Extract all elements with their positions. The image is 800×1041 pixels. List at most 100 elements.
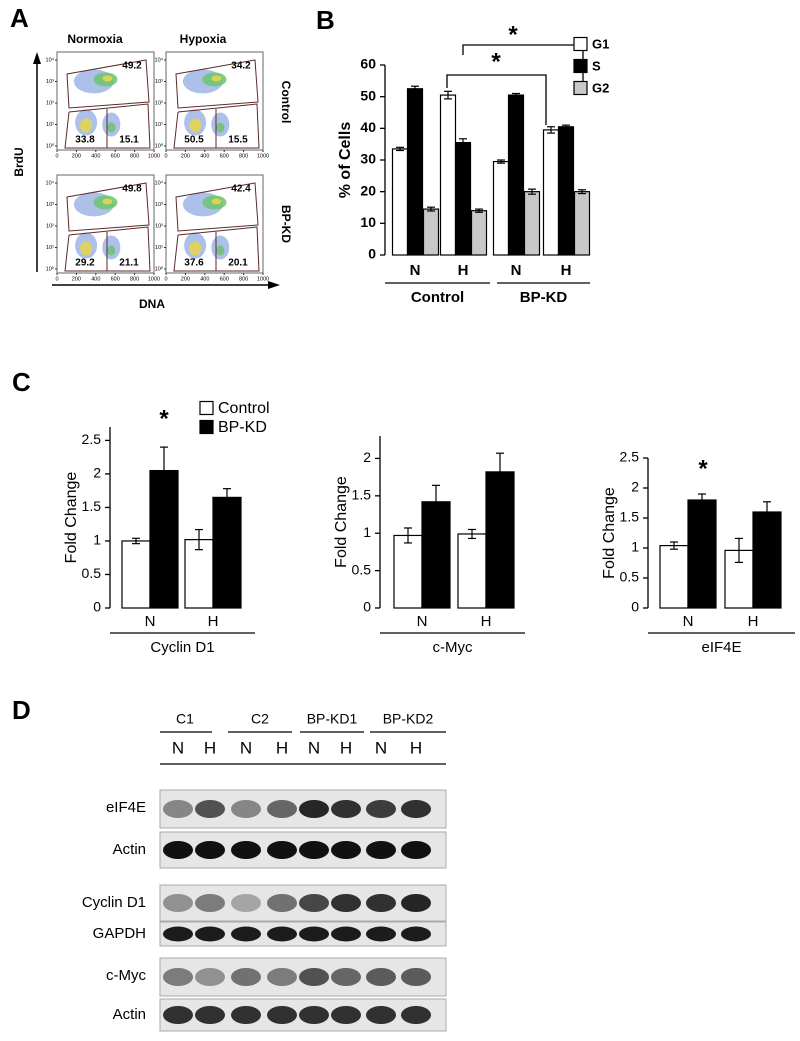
y-tick-label: 1 [93,532,101,548]
blot-band [366,894,396,912]
error-bar [195,528,203,551]
gate-percent: 29.2 [75,258,95,269]
legend-label: G1 [592,36,609,51]
y-axis-label: Fold Change [63,472,80,564]
y-tick-label: 2 [363,449,371,465]
x-tick-label: H [561,262,572,279]
lane-label: H [410,738,422,757]
blot-band [401,800,431,818]
cell-cloud [211,75,222,82]
gate [64,103,151,149]
bar [557,126,575,256]
error-bar [496,452,504,492]
axis-arrows [33,52,280,289]
blot-band [231,800,261,818]
error-bar [528,188,536,195]
bar [507,94,525,256]
blot-band [231,841,261,859]
blot-band [299,800,329,818]
x-tick-label: 1000 [257,153,269,159]
y-tick-label: 10⁰ [155,265,164,272]
group-label: eIF4E [701,639,741,656]
legend-label: BP-KD [218,419,267,436]
blot-band [401,1006,431,1024]
y-axis-label: BrdU [12,147,26,176]
blot-band [299,1006,329,1024]
y-tick-label: 30 [360,151,376,167]
blot-band [267,968,297,986]
blot-band [366,968,396,986]
blot-band [163,968,193,986]
y-tick-label: 10⁰ [155,142,164,149]
blot-band [195,968,225,986]
y-tick-label: 1.5 [352,487,372,503]
gate-percent: 33.8 [75,135,95,146]
y-tick-label: 1 [363,524,371,540]
bar [523,191,541,256]
significance-star: * [698,455,708,482]
y-tick-label: 10² [155,223,163,229]
y-tick-label: 0 [368,246,376,262]
x-tick-label: N [410,262,421,279]
lane-group-label: BP-KD2 [383,711,434,727]
gate-percent: 15.1 [119,135,139,146]
cell-cloud [216,122,225,133]
y-tick-label: 1 [631,539,639,555]
gate-percent: 49.8 [122,184,142,195]
error-bar [735,537,743,564]
bar [687,499,717,609]
blot-row-label: Cyclin D1 [82,894,146,911]
y-tick-label: 10² [155,100,163,106]
error-bar [497,159,505,164]
blot-band [231,926,261,942]
y-tick-label: 10 [360,214,376,230]
blot-band [231,1006,261,1024]
blot-band [163,1006,193,1024]
lane-group-label: C1 [176,711,194,727]
y-tick-label: 10¹ [46,245,54,251]
column-label: Hypoxia [180,32,227,46]
x-tick-label: N [511,262,522,279]
x-tick-label: 800 [239,153,248,159]
blot-band [195,1006,225,1024]
legend-swatch [199,419,214,435]
y-tick-label: 10⁴ [155,179,164,186]
gate [66,182,150,232]
gate-percent: 21.1 [119,258,139,269]
bar [659,544,689,609]
significance-star: * [159,405,169,432]
x-tick-label: 200 [181,153,190,159]
gate [173,103,260,149]
y-tick-label: 1.5 [620,509,640,525]
cell-cloud [189,118,202,133]
y-tick-label: 0.5 [352,561,372,577]
row-label: Control [279,81,293,124]
x-tick-label: 1000 [148,276,160,282]
x-tick-label: H [208,613,219,630]
gate-percent: 42.4 [231,184,251,195]
y-axis-label: % of Cells [337,122,354,199]
error-bar [578,189,586,195]
lane-label: H [340,738,352,757]
blot-band [401,926,431,942]
x-tick-label: 0 [164,153,167,159]
y-tick-label: 10⁴ [46,179,55,186]
bar [470,210,488,256]
gate-percent: 37.6 [184,258,204,269]
y-tick-label: 40 [360,119,376,135]
blot-band [231,894,261,912]
cell-cloud [80,241,93,256]
cell-cloud [80,118,93,133]
bar [212,496,242,609]
lane-label: H [276,738,288,757]
error-bar [444,90,452,100]
x-tick-label: 0 [55,153,58,159]
error-bar [670,541,678,550]
blot-band [401,841,431,859]
panel-label: A [10,3,29,33]
blot-band [267,841,297,859]
gate-percent: 50.5 [184,135,204,146]
group-label: Control [411,289,464,306]
cell-cloud [107,245,116,256]
y-tick-label: 10⁴ [155,56,164,63]
